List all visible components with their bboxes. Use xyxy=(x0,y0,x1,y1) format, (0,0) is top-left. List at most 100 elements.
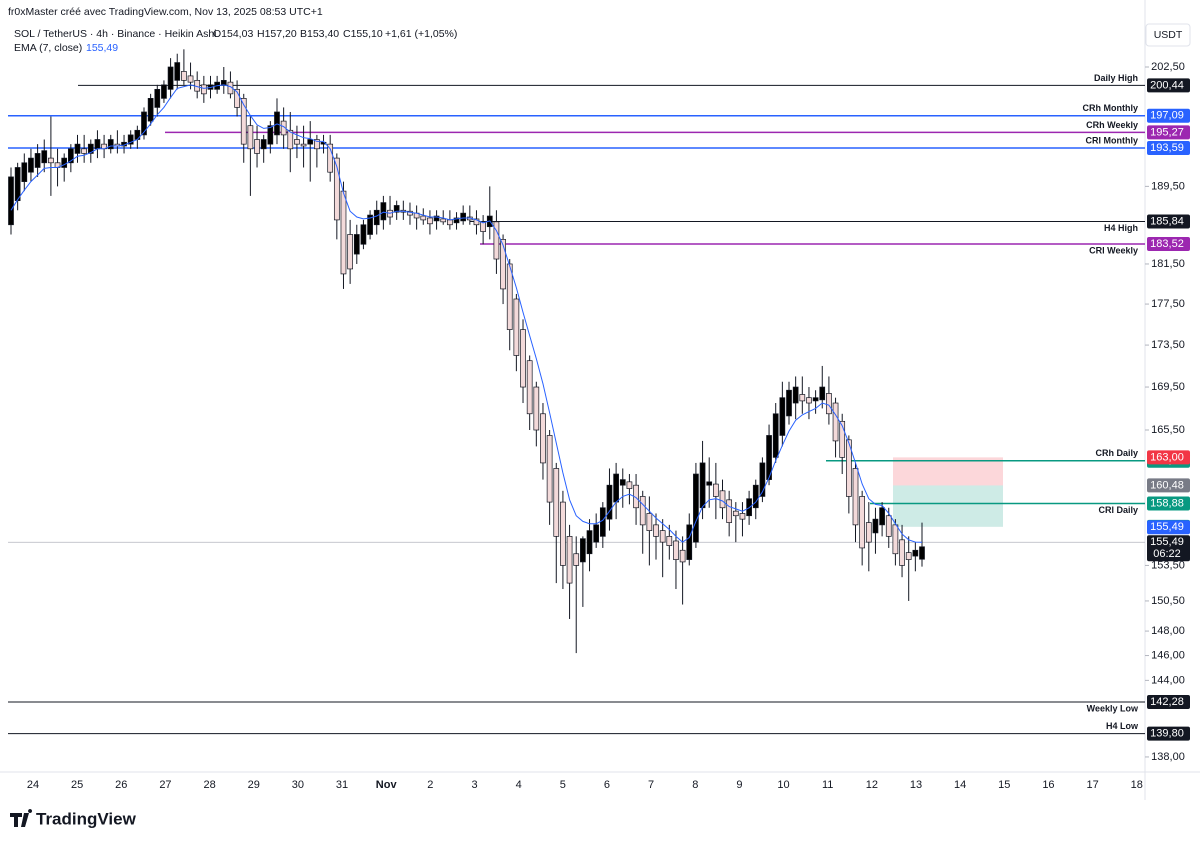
y-tick-label: 146,00 xyxy=(1151,649,1185,661)
candle-body xyxy=(74,143,81,154)
candle-body xyxy=(433,215,440,222)
candle-body xyxy=(127,134,134,145)
candle-body xyxy=(693,473,699,543)
level-label: 185,84 xyxy=(1150,215,1184,227)
y-tick-label: 144,00 xyxy=(1151,674,1185,686)
candle-body xyxy=(613,473,619,503)
x-tick-label: 10 xyxy=(777,779,789,791)
candle-body xyxy=(526,360,533,415)
candle-body xyxy=(626,481,633,489)
candle-body xyxy=(353,234,360,255)
candle-body xyxy=(460,212,467,222)
candle-body xyxy=(566,536,573,584)
candle-body xyxy=(879,507,885,526)
candle-body xyxy=(619,479,626,486)
candle-body xyxy=(447,219,453,226)
currency[interactable]: USDT xyxy=(1154,29,1183,41)
candle-body xyxy=(899,539,905,566)
candle-body xyxy=(453,217,460,224)
y-tick-label: 153,50 xyxy=(1151,559,1185,571)
candle-body xyxy=(247,125,254,150)
candle-body xyxy=(859,496,866,549)
candle-body xyxy=(67,148,74,164)
candle-body xyxy=(726,499,733,523)
candle-body xyxy=(167,66,174,90)
candle-body xyxy=(686,524,693,560)
candle-body xyxy=(367,214,373,235)
candle-body xyxy=(885,515,892,537)
candle-body xyxy=(766,435,772,480)
candle-body xyxy=(333,157,340,221)
last-price-box xyxy=(1147,535,1190,562)
candle-body xyxy=(48,157,54,164)
level-name: CRh Monthly xyxy=(1083,103,1139,113)
candle-body xyxy=(320,141,327,145)
candle-body xyxy=(679,549,686,563)
x-tick-label: 3 xyxy=(471,779,477,791)
candle-body xyxy=(606,484,613,520)
candle-body xyxy=(41,150,48,164)
level-label: 139,80 xyxy=(1150,728,1184,740)
candle-body xyxy=(200,84,207,95)
candle-body xyxy=(713,483,719,497)
candle-body xyxy=(493,221,500,260)
ohlc-item: C155,10 xyxy=(343,28,383,40)
candle-body xyxy=(533,386,540,431)
ema-value: 155,49 xyxy=(86,42,118,54)
level-box xyxy=(1147,108,1190,123)
candle-body xyxy=(34,153,41,168)
level-name: CRh Weekly xyxy=(1086,120,1138,130)
logo-icon xyxy=(10,809,33,827)
symbol: SOL / TetherUS · 4h · Binance · Heikin A… xyxy=(14,28,217,40)
candle-body xyxy=(772,413,779,458)
x-tick-label: 11 xyxy=(822,779,833,791)
candle-body xyxy=(14,167,21,202)
candle-body xyxy=(659,530,666,543)
candle-body xyxy=(480,221,486,232)
watermark: fr0xMaster créé avec TradingView.com, No… xyxy=(8,6,323,18)
level-label: 195,27 xyxy=(1150,126,1184,138)
candle-body xyxy=(799,394,806,402)
candle-body xyxy=(732,510,739,517)
candle-body xyxy=(839,420,846,458)
x-tick-label: 7 xyxy=(648,779,654,791)
y-tick-label: 165,50 xyxy=(1151,424,1185,436)
candle-body xyxy=(812,397,819,402)
candle-body xyxy=(513,298,520,356)
candle-body xyxy=(161,84,167,99)
candle-body xyxy=(580,538,586,563)
level-box xyxy=(1147,726,1190,741)
candle-body xyxy=(240,98,247,145)
candle-body xyxy=(666,536,673,546)
level-name: CRl Weekly xyxy=(1089,245,1138,255)
level-label: 183,52 xyxy=(1150,238,1184,250)
x-tick-label: 2 xyxy=(427,779,433,791)
candle-body xyxy=(806,397,812,404)
y-tick-label: 173,50 xyxy=(1151,339,1185,351)
candle-body xyxy=(21,162,28,182)
x-tick-label: 30 xyxy=(292,779,304,791)
x-tick-label: 26 xyxy=(115,779,127,791)
ohlc-item: O154,03 xyxy=(213,28,253,40)
candle-body xyxy=(546,435,553,503)
x-tick-label: 5 xyxy=(560,779,566,791)
candle-body xyxy=(573,553,580,566)
y-tick-label: 202,50 xyxy=(1151,61,1185,73)
x-tick-label: 9 xyxy=(736,779,742,791)
currency-box[interactable] xyxy=(1145,23,1191,47)
position-stop-box xyxy=(1147,450,1190,465)
x-tick-label: 31 xyxy=(336,779,348,791)
candle-body xyxy=(826,393,832,415)
x-tick-label: 4 xyxy=(516,779,522,791)
candle-body xyxy=(393,205,400,213)
candle-body xyxy=(280,120,287,136)
candle-body xyxy=(294,139,300,145)
candle-body xyxy=(94,139,101,150)
level-label: 142,28 xyxy=(1150,696,1184,708)
ema-line xyxy=(10,84,923,543)
candle-body xyxy=(147,98,154,122)
level-name: H4 High xyxy=(1104,223,1138,233)
y-tick-label: 181,50 xyxy=(1151,258,1185,270)
candle-body xyxy=(61,157,68,168)
